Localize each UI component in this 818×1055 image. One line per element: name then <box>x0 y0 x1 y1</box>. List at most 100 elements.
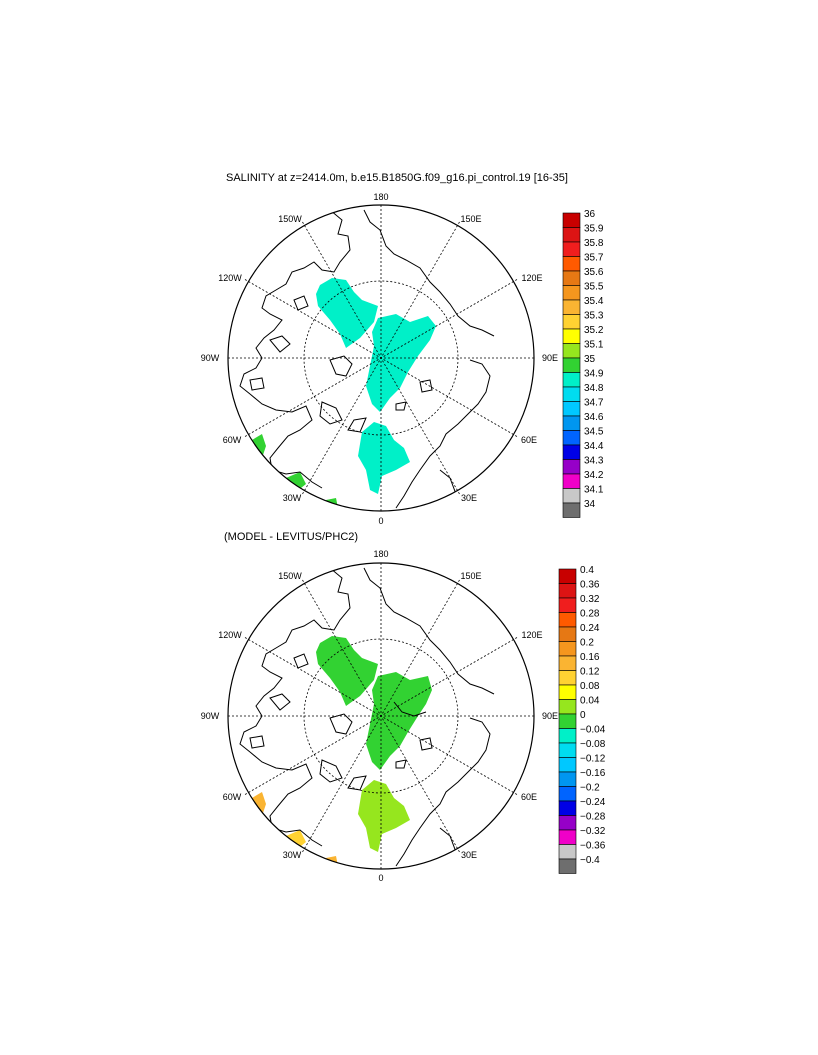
lon-label-120w: 120W <box>218 273 242 283</box>
colorbar-tick-label: 35 <box>584 354 596 365</box>
colorbar-tick-label: 34.1 <box>584 485 604 496</box>
colorbar-swatch <box>562 314 581 330</box>
colorbar-swatch <box>558 757 577 773</box>
colorbar-swatch <box>558 713 577 729</box>
colorbar-tick-label: −0.04 <box>580 725 606 736</box>
colorbar-tick-label: 36 <box>584 209 596 220</box>
colorbar-tick-label: −0.12 <box>580 754 606 765</box>
lon-label-60e: 60E <box>521 792 537 802</box>
colorbar-swatch <box>558 583 577 599</box>
lon-label-0: 0 <box>378 873 383 883</box>
difference-contour <box>393 701 427 717</box>
colorbar-swatch <box>562 299 581 315</box>
lon-label-150w: 150W <box>278 214 302 224</box>
colorbar-tick-label: 0.36 <box>580 580 600 591</box>
colorbar-swatch <box>562 401 581 417</box>
colorbar-swatch <box>562 212 581 228</box>
colorbar-tick-label: 0 <box>580 710 586 721</box>
colorbar-tick-label: 0.28 <box>580 609 600 620</box>
colorbar-swatch <box>558 742 577 758</box>
panel-2-map: 180 150E 120E 90E 60E 30E 0 30W 60W 90W … <box>201 549 606 883</box>
lon-label-120e: 120E <box>521 273 542 283</box>
lon-label-30e: 30E <box>461 850 477 860</box>
difference-region-nordic-seas <box>358 780 410 852</box>
colorbar-swatch <box>558 568 577 584</box>
lon-label-180: 180 <box>373 192 388 202</box>
lon-label-90w: 90W <box>201 353 220 363</box>
colorbar-swatch <box>558 800 577 816</box>
colorbar-tick-label: 35.9 <box>584 224 604 235</box>
panel-2-graticule <box>228 563 534 869</box>
colorbar-swatch <box>558 829 577 845</box>
panel-2-coastlines <box>239 567 495 867</box>
colorbar-tick-label: 0.32 <box>580 594 600 605</box>
colorbar-tick-label: −0.32 <box>580 826 606 837</box>
colorbar-swatch <box>558 844 577 860</box>
colorbar-swatch <box>558 626 577 642</box>
panel-2-colorbar: 0.4 0.36 0.32 0.28 0.24 0.2 0.16 0.12 0.08 0.04 0 −… <box>558 565 606 874</box>
panel-1-map: 180 150E 120E 90E 60E 30E 0 30W 60W 90W … <box>201 192 604 526</box>
colorbar-swatch <box>562 270 581 286</box>
lon-label-120w: 120W <box>218 630 242 640</box>
lon-label-30e: 30E <box>461 493 477 503</box>
lon-label-60w: 60W <box>223 435 242 445</box>
colorbar-tick-label: 0.04 <box>580 696 600 707</box>
colorbar-swatch <box>562 488 581 504</box>
colorbar-swatch <box>562 386 581 402</box>
panel-2-map-boundary <box>227 562 535 870</box>
colorbar-tick-label: 34.5 <box>584 427 604 438</box>
colorbar-swatch <box>562 473 581 489</box>
lon-label-90e: 90E <box>542 353 558 363</box>
salinity-region-eurasian-basin <box>366 314 436 412</box>
colorbar-swatch <box>562 415 581 431</box>
colorbar-swatch <box>558 612 577 628</box>
lon-label-150e: 150E <box>460 571 481 581</box>
panel-1-fields <box>239 209 495 509</box>
colorbar-swatch <box>562 241 581 257</box>
colorbar-swatch <box>558 684 577 700</box>
colorbar-tick-label: 0.24 <box>580 623 600 634</box>
colorbar-swatch <box>562 372 581 388</box>
colorbar-tick-label: −0.28 <box>580 812 606 823</box>
colorbar-swatch <box>558 597 577 613</box>
lon-label-30w: 30W <box>283 850 302 860</box>
colorbar-tick-label: 34.7 <box>584 398 604 409</box>
lon-label-150w: 150W <box>278 571 302 581</box>
panel-1-title: SALINITY at z=2414.0m, b.e15.B1850G.f09_… <box>226 172 568 184</box>
colorbar-tick-label: −0.24 <box>580 797 606 808</box>
colorbar-swatch <box>558 699 577 715</box>
colorbar-tick-label: 0.08 <box>580 681 600 692</box>
colorbar-swatch <box>562 285 581 301</box>
colorbar-tick-label: 35.6 <box>584 267 604 278</box>
colorbar-swatch <box>562 430 581 446</box>
colorbar-tick-label: 0.4 <box>580 565 594 576</box>
colorbar-swatch <box>562 357 581 373</box>
colorbar-swatch <box>562 328 581 344</box>
colorbar-swatch <box>562 256 581 272</box>
colorbar-tick-label: 34.4 <box>584 441 604 452</box>
lon-label-120e: 120E <box>521 630 542 640</box>
colorbar-swatch <box>562 459 581 475</box>
lon-label-60e: 60E <box>521 435 537 445</box>
colorbar-tick-label: 34.6 <box>584 412 604 423</box>
lon-label-180: 180 <box>373 549 388 559</box>
panel-2-fields <box>239 567 495 867</box>
colorbar-tick-label: 35.7 <box>584 253 604 264</box>
colorbar-tick-label: 35.1 <box>584 340 604 351</box>
colorbar-swatch <box>558 771 577 787</box>
difference-region-eurasian-basin <box>366 672 432 770</box>
colorbar-swatch <box>558 786 577 802</box>
colorbar-tick-label: −0.16 <box>580 768 606 779</box>
panel-1-coastlines <box>239 209 495 509</box>
colorbar-swatch <box>558 728 577 744</box>
colorbar-swatch <box>558 655 577 671</box>
colorbar-swatch <box>562 343 581 359</box>
colorbar-tick-label: 35.5 <box>584 282 604 293</box>
colorbar-swatch <box>562 444 581 460</box>
colorbar-tick-label: 0.16 <box>580 652 600 663</box>
difference-region-canada-basin <box>316 636 378 706</box>
colorbar-swatch <box>558 670 577 686</box>
colorbar-tick-label: 34.2 <box>584 470 604 481</box>
lon-label-90w: 90W <box>201 711 220 721</box>
